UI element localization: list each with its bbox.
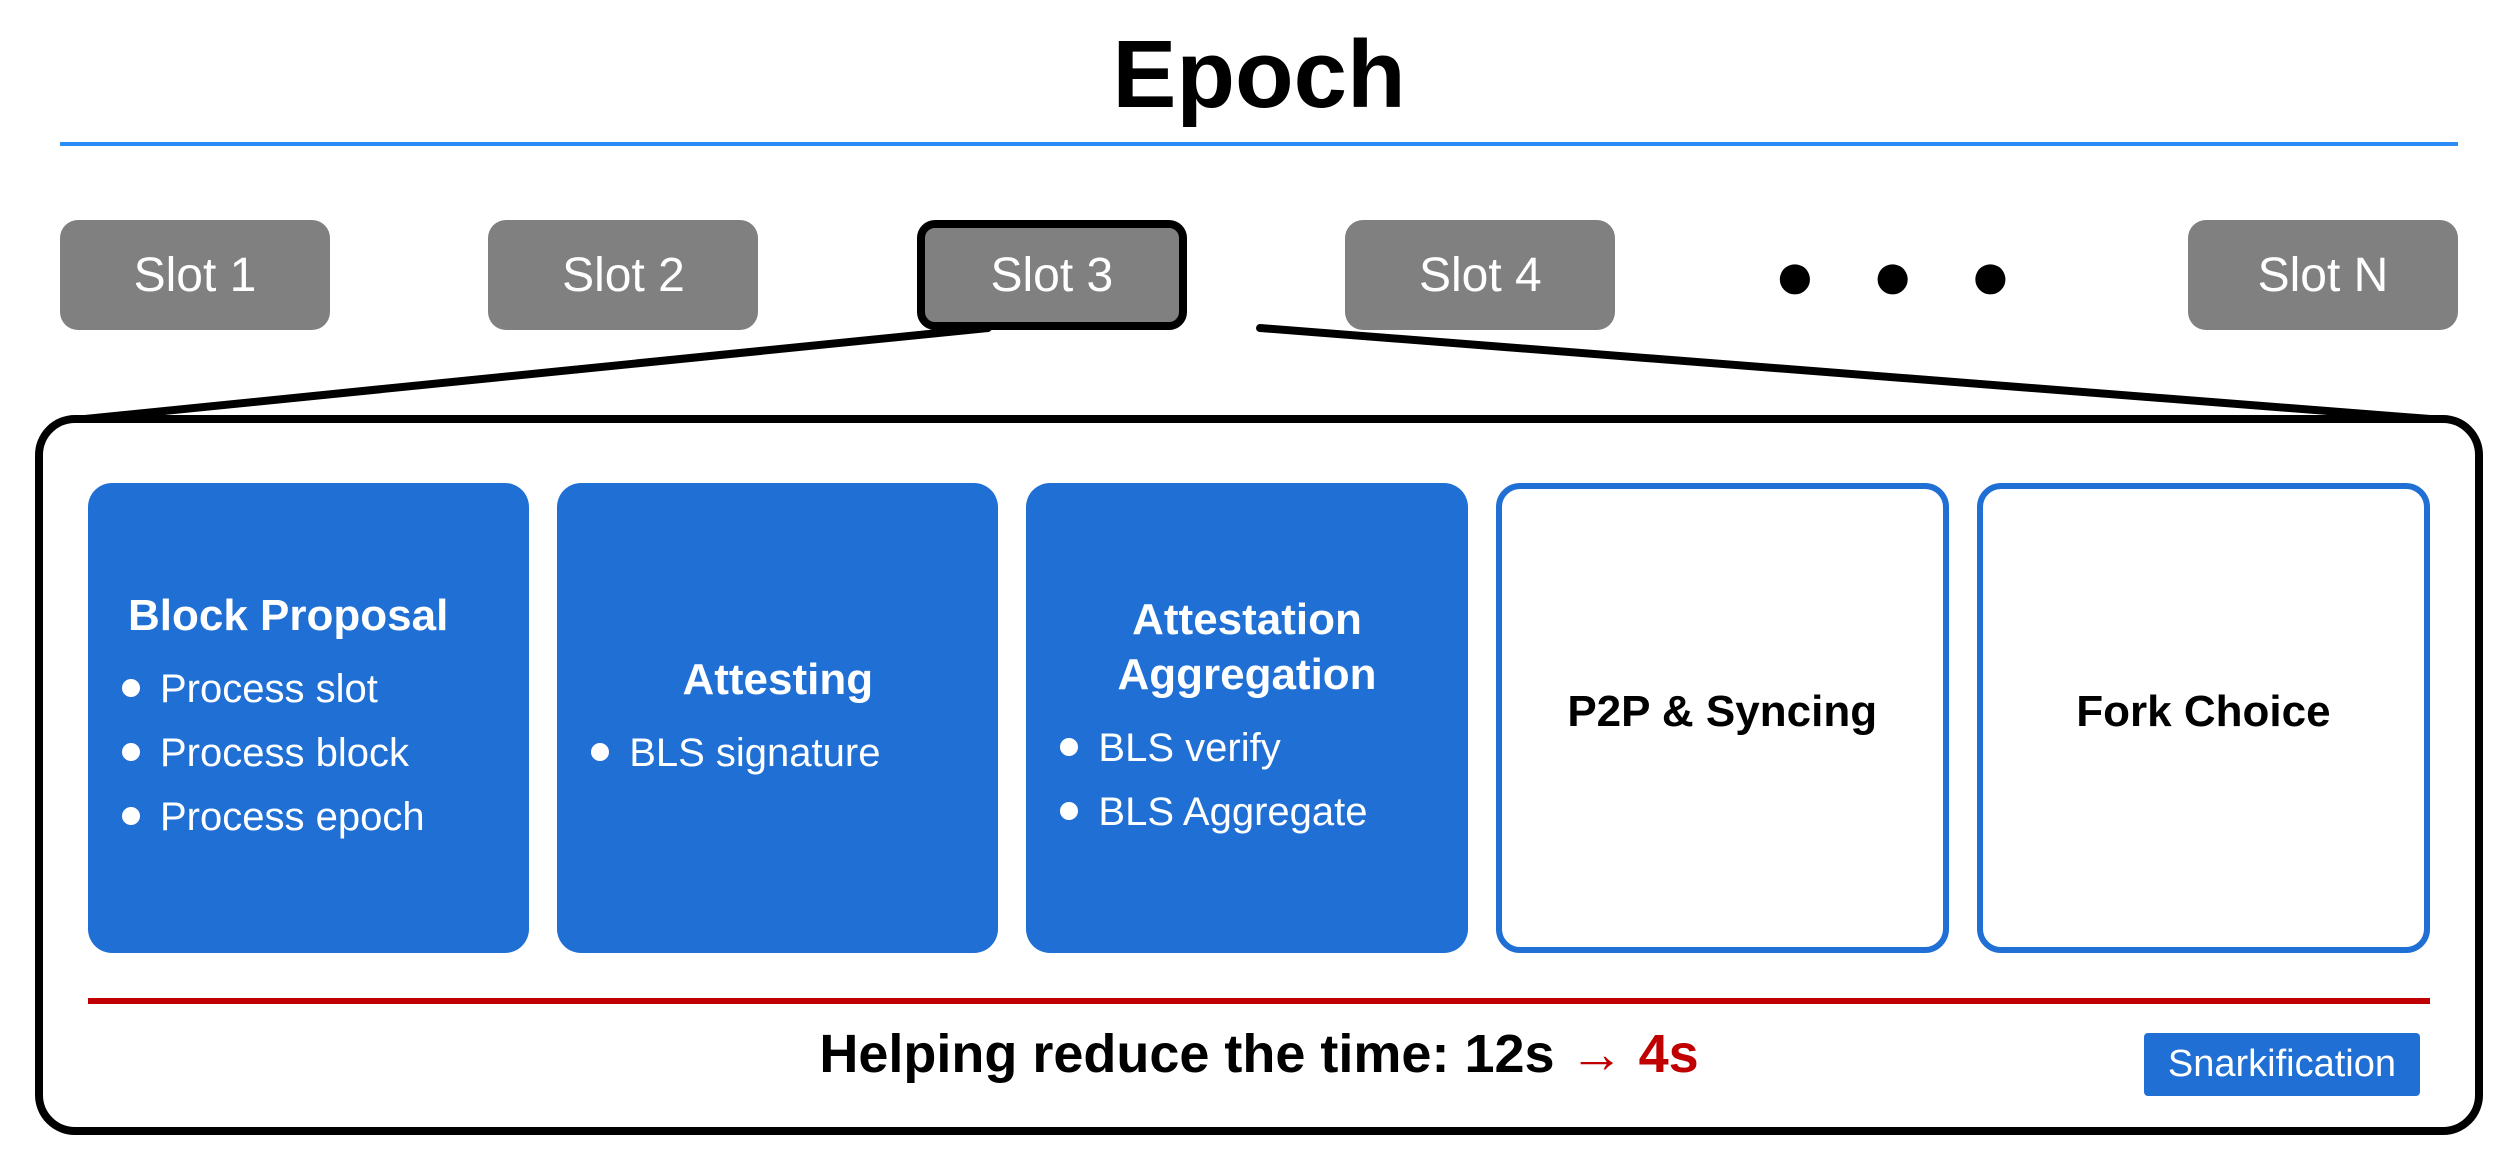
card-bullets: Process slot Process block Process epoch: [118, 657, 499, 849]
card-fork-choice: Fork Choice: [1977, 483, 2430, 953]
bullet: BLS verify: [1056, 716, 1437, 780]
card-p2p-syncing: P2P & Syncing: [1496, 483, 1949, 953]
card-title: Fork Choice: [2076, 684, 2330, 739]
slot-2: Slot 2: [488, 220, 758, 330]
card-block-proposal: Block Proposal Process slot Process bloc…: [88, 483, 529, 953]
card-title: Block Proposal: [118, 588, 499, 643]
slots-ellipsis: ● ● ●: [1774, 240, 2030, 310]
time-to: 4s: [1639, 1024, 1699, 1084]
bullet: Process slot: [118, 657, 499, 721]
card-title: Attestation Aggregation: [1056, 592, 1437, 702]
card-title: Attesting: [587, 652, 968, 707]
time-prefix: Helping reduce the time:: [819, 1024, 1464, 1084]
card-title: P2P & Syncing: [1567, 684, 1877, 739]
time-reduction-text: Helping reduce the time: 12s → 4s: [43, 1023, 2475, 1085]
slot-1: Slot 1: [60, 220, 330, 330]
bullet: BLS signature: [587, 721, 968, 785]
slot-n: Slot N: [2188, 220, 2458, 330]
slot-detail-box: Block Proposal Process slot Process bloc…: [35, 415, 2483, 1135]
bullet: Process epoch: [118, 785, 499, 849]
time-from: 12s: [1464, 1024, 1554, 1084]
card-attesting: Attesting BLS signature: [557, 483, 998, 953]
slot-3: Slot 3: [917, 220, 1187, 330]
card-bullets: BLS signature: [587, 721, 968, 785]
bullet: BLS Aggregate: [1056, 780, 1437, 844]
epoch-underline: [60, 142, 2458, 146]
slot-4: Slot 4: [1345, 220, 1615, 330]
time-underline: [88, 998, 2430, 1004]
arrow-icon: →: [1555, 1024, 1639, 1084]
card-bullets: BLS verify BLS Aggregate: [1056, 716, 1437, 844]
slots-row: Slot 1 Slot 2 Slot 3 Slot 4 ● ● ● Slot N: [60, 220, 2458, 330]
bullet: Process block: [118, 721, 499, 785]
epoch-title: Epoch: [0, 20, 2518, 130]
card-attestation-aggregation: Attestation Aggregation BLS verify BLS A…: [1026, 483, 1467, 953]
snarkification-badge: Snarkification: [2144, 1033, 2420, 1096]
cards-row: Block Proposal Process slot Process bloc…: [88, 483, 2430, 953]
